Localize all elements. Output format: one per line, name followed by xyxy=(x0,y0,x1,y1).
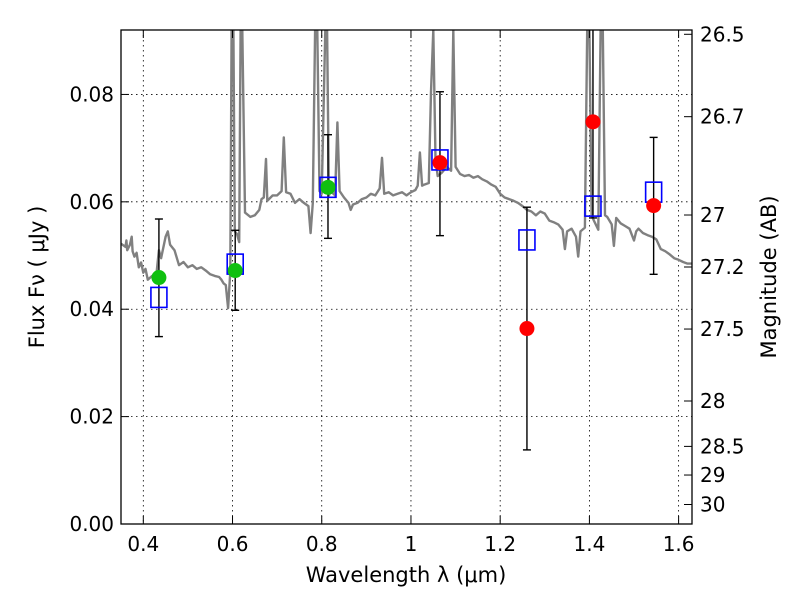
observed-photometry-markers xyxy=(151,114,662,337)
magnitude-tick-label: 27 xyxy=(700,203,725,227)
axis-ticks: 0.4 0.6 0.8 1 1.2 1.4 1.6 0.00 0.02 0.04 0.06 0.08 2… xyxy=(69,22,744,556)
model-photometry-marker xyxy=(319,176,337,199)
x-tick-label: 1.6 xyxy=(663,532,695,556)
x-tick-label: 0.6 xyxy=(217,532,249,556)
x-tick-label: 0.4 xyxy=(127,532,159,556)
observed-point xyxy=(227,263,243,279)
y-tick-label: 0.00 xyxy=(69,512,114,536)
observed-point xyxy=(151,270,167,286)
observed-point xyxy=(646,198,662,214)
model-photometry-marker xyxy=(584,195,602,217)
magnitude-tick-label: 27.2 xyxy=(700,255,745,279)
observed-point xyxy=(320,179,336,195)
y-tick-label: 0.04 xyxy=(69,297,114,321)
x-tick-label: 1.2 xyxy=(484,532,516,556)
magnitude-tick-label: 28.5 xyxy=(700,434,745,458)
x-tick-label: 1 xyxy=(405,532,418,556)
magnitude-tick-label: 26.5 xyxy=(700,22,745,46)
y-tick-label: 0.02 xyxy=(69,405,114,429)
model-photometry-marker xyxy=(150,286,168,309)
y-tick-label: 0.06 xyxy=(69,190,114,214)
magnitude-tick-label: 27.5 xyxy=(700,317,745,341)
magnitude-tick-label: 29 xyxy=(700,463,725,487)
magnitude-axis-label: Magnitude (AB) xyxy=(757,195,781,358)
plot-frame xyxy=(120,29,693,525)
model-photometry-marker xyxy=(518,229,536,251)
x-tick-label: 1.4 xyxy=(573,532,605,556)
observed-point xyxy=(432,155,448,171)
x-axis-label: Wavelength λ (μm) xyxy=(306,563,507,587)
x-tick-label: 0.8 xyxy=(306,532,338,556)
model-spectrum xyxy=(121,30,692,310)
magnitude-tick-label: 28 xyxy=(700,389,725,413)
y-tick-label: 0.08 xyxy=(69,82,114,106)
grid-lines xyxy=(121,30,692,525)
y-axis-label: Flux Fν ( μJy ) xyxy=(25,206,49,349)
model-spectrum-line xyxy=(121,30,692,310)
observed-point xyxy=(585,114,601,130)
observed-point xyxy=(519,321,535,337)
magnitude-tick-label: 26.7 xyxy=(700,105,745,129)
magnitude-tick-label: 30 xyxy=(700,493,725,517)
